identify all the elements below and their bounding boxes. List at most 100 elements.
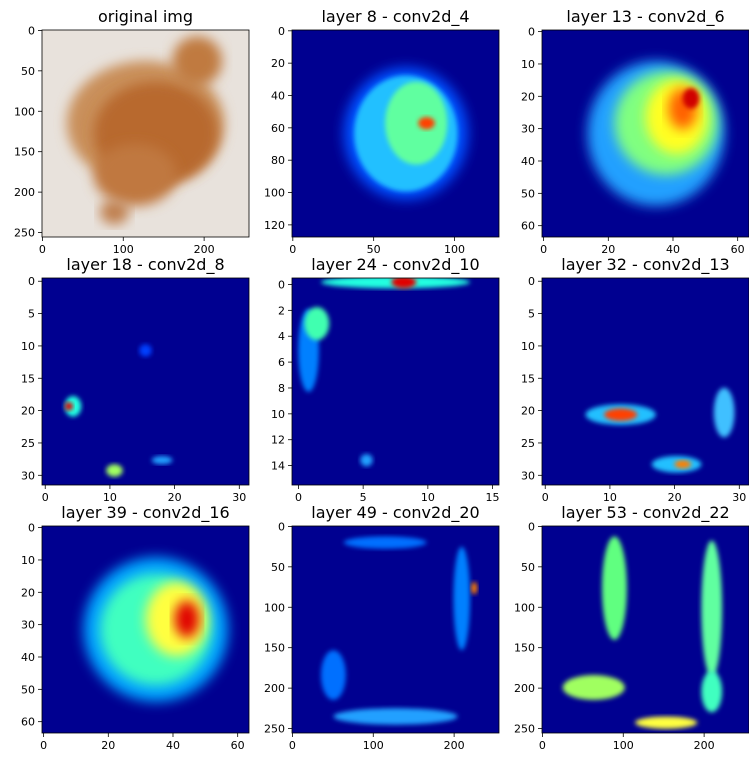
x-tick-label: 30 xyxy=(732,491,746,504)
x-tick-label: 20 xyxy=(168,491,182,504)
image-background xyxy=(292,278,499,485)
y-tick-label: 8 xyxy=(278,382,285,395)
y-tick-label: 14 xyxy=(271,460,285,473)
feature-blob xyxy=(304,306,330,341)
feature-blob xyxy=(453,546,471,651)
panel-title: layer 49 - conv2d_20 xyxy=(311,503,479,523)
feature-blob xyxy=(385,81,448,165)
y-tick-label: 40 xyxy=(271,89,285,102)
x-tick-label: 0 xyxy=(289,739,296,752)
feature-blob xyxy=(139,344,152,357)
image xyxy=(292,526,499,733)
axes-frame xyxy=(541,525,749,734)
image xyxy=(42,526,249,733)
x-tick-label: 0 xyxy=(295,491,302,504)
y-tick-label: 20 xyxy=(521,405,535,418)
y-tick-label: 200 xyxy=(514,682,535,695)
panel-title: layer 24 - conv2d_10 xyxy=(311,255,479,275)
feature-blob xyxy=(635,716,698,729)
panel-title: layer 32 - conv2d_13 xyxy=(561,255,729,275)
y-tick-label: 40 xyxy=(21,651,35,664)
panel-title: original img xyxy=(98,7,193,26)
image xyxy=(292,278,499,485)
y-tick-label: 0 xyxy=(528,275,535,288)
y-tick-label: 6 xyxy=(278,356,285,369)
feature-blob xyxy=(682,87,700,109)
feature-blob xyxy=(151,456,173,465)
feature-blob xyxy=(174,600,200,638)
y-tick-label: 15 xyxy=(521,372,535,385)
y-tick-label: 120 xyxy=(264,219,285,232)
y-tick-label: 100 xyxy=(14,105,35,118)
x-tick-label: 20 xyxy=(601,243,615,256)
y-tick-label: 0 xyxy=(28,24,35,37)
y-tick-label: 25 xyxy=(521,437,535,450)
image xyxy=(542,278,749,485)
y-tick-label: 80 xyxy=(271,154,285,167)
y-tick-label: 15 xyxy=(21,372,35,385)
x-tick-label: 100 xyxy=(363,739,384,752)
y-tick-label: 10 xyxy=(521,340,535,353)
image xyxy=(42,30,249,237)
panel-title: layer 39 - conv2d_16 xyxy=(61,503,229,523)
y-tick-label: 10 xyxy=(21,340,35,353)
y-tick-label: 50 xyxy=(521,561,535,574)
x-tick-label: 100 xyxy=(444,243,465,256)
y-tick-label: 100 xyxy=(514,601,535,614)
feature-blob xyxy=(93,143,177,206)
image xyxy=(542,526,749,733)
y-tick-label: 60 xyxy=(271,122,285,135)
panel: layer 39 - conv2d_16 0 20 40 60 0 10 20 30 40 50 60 xyxy=(21,503,250,752)
y-tick-label: 40 xyxy=(521,155,535,168)
axes-frame xyxy=(41,277,250,486)
y-tick-label: 0 xyxy=(278,25,285,38)
y-tick-label: 10 xyxy=(21,554,35,567)
feature-blob xyxy=(562,675,625,700)
y-tick-label: 60 xyxy=(21,716,35,729)
panel: layer 53 - conv2d_22 0 100 200 0 50 100 150 200 2… xyxy=(514,503,749,752)
x-tick-label: 100 xyxy=(613,739,634,752)
feature-blob xyxy=(391,278,417,289)
y-tick-label: 20 xyxy=(21,586,35,599)
axes-frame xyxy=(291,277,500,486)
panel-title: layer 53 - conv2d_22 xyxy=(561,503,729,523)
y-tick-label: 150 xyxy=(264,642,285,655)
y-tick-label: 200 xyxy=(264,682,285,695)
y-tick-label: 5 xyxy=(528,308,535,321)
y-tick-label: 30 xyxy=(521,469,535,482)
feature-blob xyxy=(360,453,373,467)
x-tick-label: 30 xyxy=(232,491,246,504)
y-tick-label: 0 xyxy=(278,278,285,291)
feature-blob xyxy=(172,36,223,86)
x-tick-label: 200 xyxy=(694,739,715,752)
feature-blob xyxy=(64,402,74,411)
panel: layer 18 - conv2d_8 0 10 20 30 0 5 10 15 20 25 30 xyxy=(21,255,250,504)
y-tick-label: 100 xyxy=(264,187,285,200)
x-tick-label: 0 xyxy=(42,491,49,504)
feature-blob xyxy=(99,199,129,225)
x-tick-label: 5 xyxy=(360,491,367,504)
x-tick-label: 10 xyxy=(103,491,117,504)
x-tick-label: 100 xyxy=(113,243,134,256)
axes-frame xyxy=(41,525,250,734)
x-tick-label: 200 xyxy=(444,739,465,752)
x-tick-label: 40 xyxy=(166,739,180,752)
y-tick-label: 0 xyxy=(528,520,535,533)
y-tick-label: 250 xyxy=(514,723,535,736)
y-tick-label: 30 xyxy=(21,619,35,632)
feature-blob xyxy=(320,650,346,700)
axes-frame xyxy=(541,277,749,486)
y-tick-label: 10 xyxy=(271,408,285,421)
feature-blob xyxy=(343,536,427,549)
panel-title: layer 8 - conv2d_4 xyxy=(321,7,469,27)
image-background xyxy=(42,278,249,485)
axes-frame xyxy=(291,525,500,734)
x-tick-label: 0 xyxy=(539,739,546,752)
panel: layer 49 - conv2d_20 0 100 200 0 50 100 150 200 2… xyxy=(264,503,500,752)
panel: layer 24 - conv2d_10 0 5 10 15 0 2 4 6 8 10 12 14 xyxy=(271,255,500,504)
panel-title: layer 18 - conv2d_8 xyxy=(66,255,224,275)
x-tick-label: 40 xyxy=(666,243,680,256)
y-tick-label: 4 xyxy=(278,330,285,343)
feature-blob xyxy=(333,708,458,725)
